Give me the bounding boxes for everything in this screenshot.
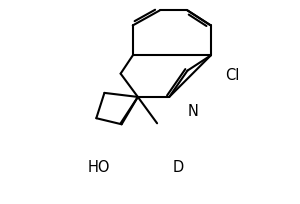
Text: Cl: Cl <box>225 68 239 83</box>
Text: D: D <box>172 160 184 175</box>
Text: HO: HO <box>88 160 110 175</box>
Text: N: N <box>188 104 198 119</box>
